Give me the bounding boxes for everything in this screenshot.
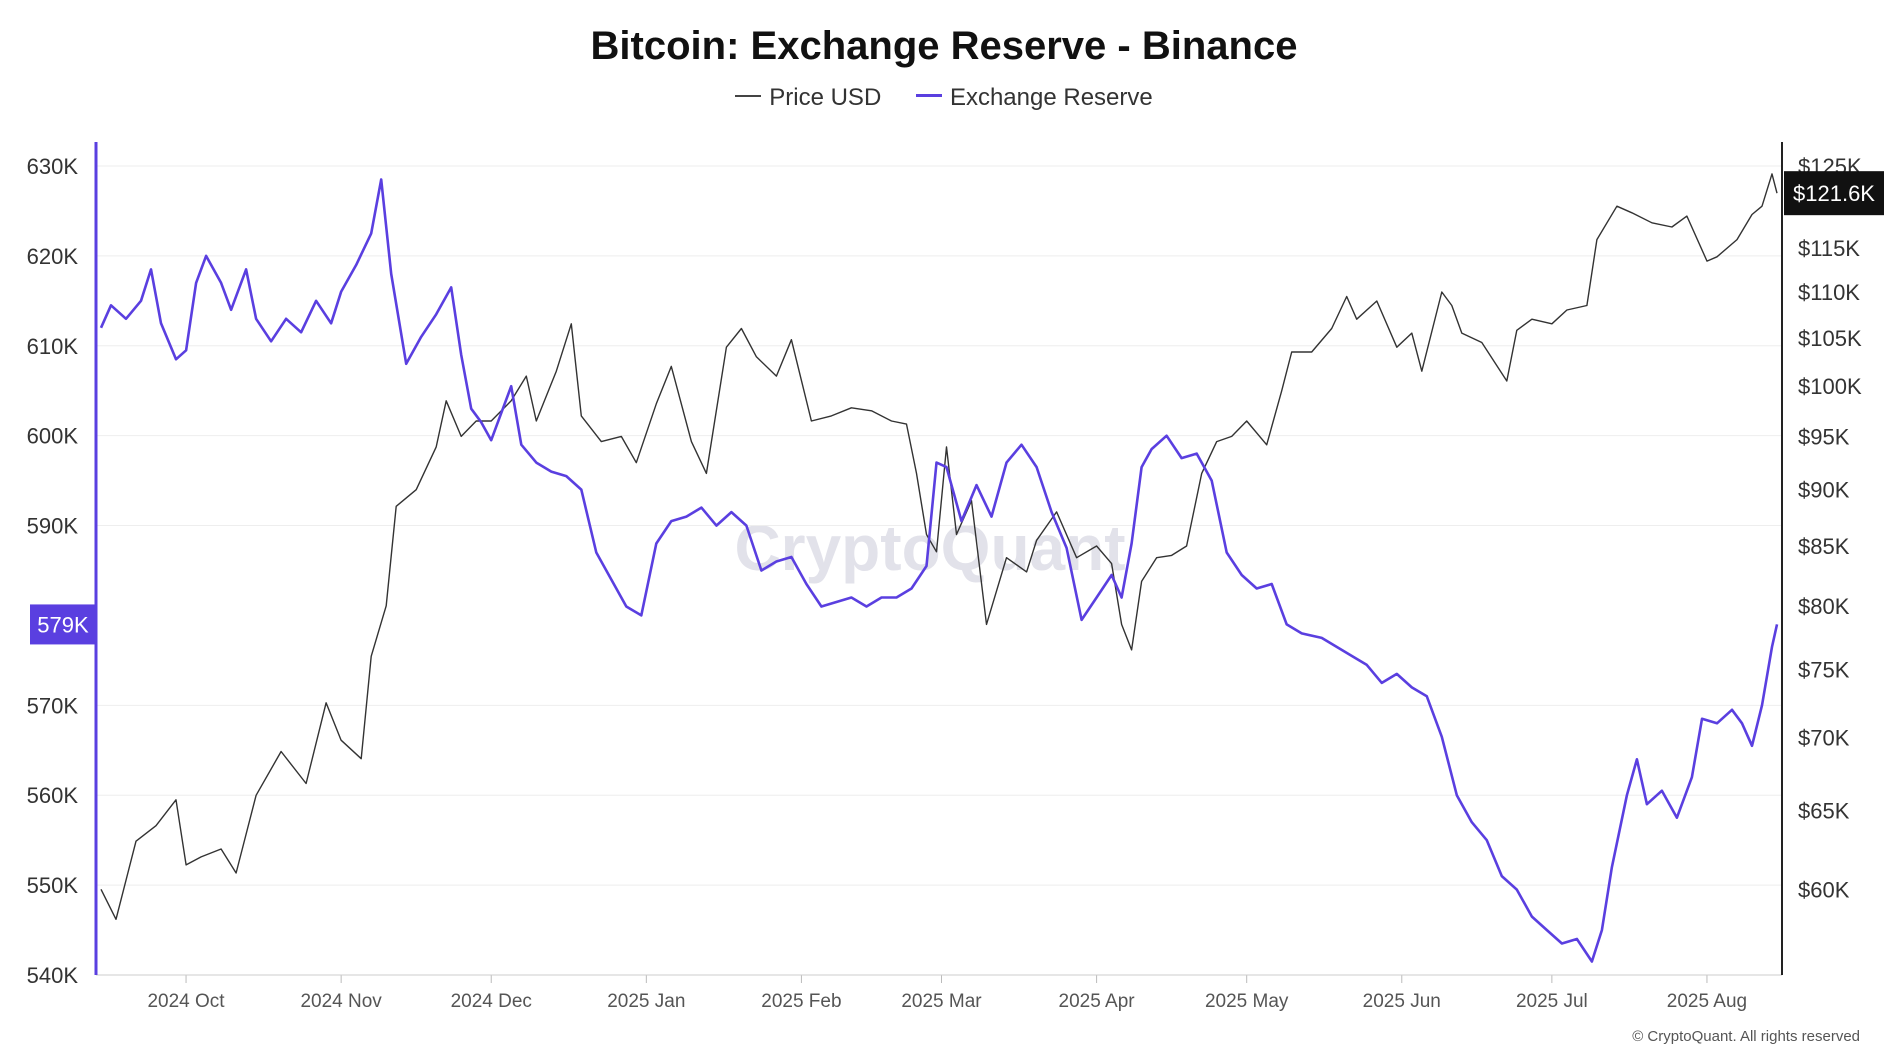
right-tick-label: $80K — [1798, 594, 1850, 619]
reserve-current-label: 579K — [37, 612, 89, 637]
chart-title: Bitcoin: Exchange Reserve - Binance — [590, 24, 1298, 68]
series-exchange-reserve — [99, 178, 1779, 963]
legend-item-reserve[interactable]: Exchange Reserve — [915, 84, 1153, 112]
right-tick-label: $95K — [1798, 424, 1850, 449]
legend-swatch-reserve — [915, 94, 942, 98]
price-current-label: $121.6K — [1793, 181, 1875, 206]
left-tick-label: 600K — [27, 424, 79, 449]
right-tick-label: $75K — [1798, 657, 1850, 682]
right-tick-label: $65K — [1798, 798, 1850, 823]
x-tick-label: 2025 Jun — [1363, 991, 1441, 1012]
x-tick-label: 2025 Jul — [1516, 991, 1588, 1012]
current-value-badges: 579K $121.6K — [30, 171, 1884, 645]
legend-swatch-price — [735, 94, 762, 97]
left-tick-label: 550K — [27, 873, 79, 898]
copyright-notice: © CryptoQuant. All rights reserved — [1632, 1028, 1860, 1045]
left-tick-label: 590K — [27, 514, 79, 539]
x-tick-label: 2025 Feb — [761, 991, 841, 1012]
x-tick-label: 2024 Oct — [147, 991, 225, 1012]
x-tick-label: 2025 Aug — [1667, 991, 1747, 1012]
right-tick-label: $105K — [1798, 326, 1862, 351]
reserve-current-badge — [30, 604, 96, 645]
x-tick-label: 2024 Dec — [451, 991, 532, 1012]
left-tick-label: 570K — [27, 693, 79, 718]
right-tick-label: $90K — [1798, 478, 1850, 503]
right-tick-label: $85K — [1798, 534, 1850, 559]
left-tick-label: 540K — [27, 963, 79, 988]
left-tick-label: 620K — [27, 244, 79, 269]
right-tick-label: $70K — [1798, 725, 1850, 750]
exchange-reserve-line[interactable] — [99, 178, 1779, 963]
x-tick-label: 2025 Apr — [1059, 991, 1136, 1012]
left-tick-label: 610K — [27, 334, 79, 359]
right-tick-label: $110K — [1798, 280, 1860, 305]
right-tick-label: $115K — [1798, 236, 1860, 261]
right-tick-label: $100K — [1798, 374, 1862, 399]
legend-item-price[interactable]: Price USD — [735, 84, 881, 112]
x-tick-label: 2024 Nov — [300, 991, 382, 1012]
legend-label-price: Price USD — [769, 84, 882, 111]
x-tick-label: 2025 Jan — [607, 991, 685, 1012]
x-tick-label: 2025 May — [1205, 991, 1289, 1012]
axes — [94, 142, 1783, 983]
axis-labels: 630K620K610K600K590K570K560K550K540K$125… — [27, 154, 1862, 1012]
legend-label-reserve: Exchange Reserve — [949, 84, 1153, 111]
right-tick-label: $60K — [1798, 877, 1850, 902]
price-current-badge — [1784, 171, 1884, 216]
legend: Price USD Exchange Reserve — [0, 84, 1888, 112]
left-tick-label: 560K — [27, 783, 79, 808]
x-tick-label: 2025 Mar — [901, 991, 982, 1012]
left-tick-label: 630K — [27, 154, 79, 179]
